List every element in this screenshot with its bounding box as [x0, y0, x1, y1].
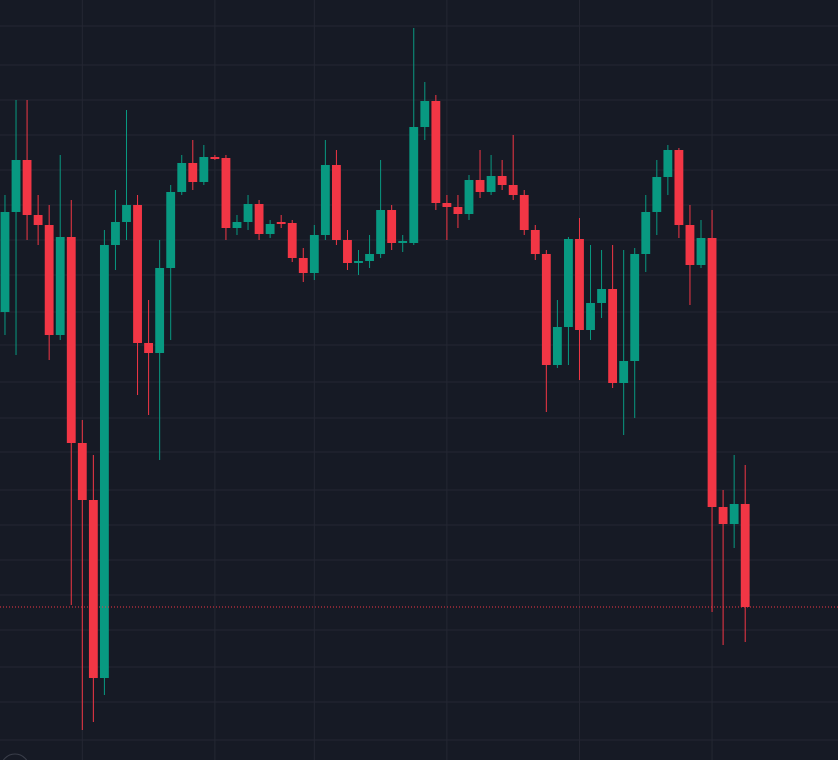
candle-body — [398, 241, 408, 243]
candle-body — [564, 239, 573, 327]
candle-body — [111, 222, 120, 245]
candle-body — [387, 210, 397, 243]
candle-body — [376, 210, 386, 254]
ui-button[interactable] — [1, 753, 29, 760]
candle-body — [475, 180, 485, 192]
candles — [0, 28, 838, 730]
candle-body — [177, 163, 187, 192]
candle-body — [55, 237, 65, 335]
candle-body — [575, 239, 584, 330]
candle-body — [88, 500, 98, 678]
candle-body — [740, 504, 750, 607]
candle-body — [718, 507, 728, 524]
candle-body — [77, 443, 87, 500]
candle-body — [674, 150, 684, 225]
candle-body — [343, 240, 352, 263]
candle-body — [552, 327, 562, 365]
candle-body — [497, 176, 507, 185]
candle-body — [354, 261, 363, 263]
candle-body — [586, 303, 595, 330]
candle-body — [420, 101, 430, 127]
candle-body — [663, 150, 673, 177]
candle-body — [641, 212, 651, 254]
candle-body — [133, 205, 142, 343]
candle-body — [243, 204, 253, 222]
candle-body — [276, 222, 286, 224]
candle-body — [508, 185, 518, 195]
candle-body — [122, 205, 131, 222]
candle-body — [652, 177, 662, 212]
candle-body — [519, 195, 529, 230]
candle-body — [66, 237, 76, 443]
candle-body — [630, 254, 640, 361]
candle-body — [44, 225, 54, 335]
candle-body — [530, 230, 540, 254]
candle-body — [541, 254, 551, 365]
candle-body — [166, 192, 176, 268]
candle-body — [287, 223, 297, 258]
candle-body — [33, 215, 43, 225]
candle-body — [685, 225, 695, 265]
candle-body — [365, 254, 374, 261]
candle-body — [265, 224, 275, 234]
candle-body — [232, 222, 242, 228]
candle-body — [597, 289, 606, 303]
candle-body — [99, 245, 109, 678]
candle-body — [331, 165, 341, 240]
candle-body — [22, 160, 32, 215]
candle-body — [608, 289, 618, 383]
candle-body — [442, 203, 452, 207]
candle-body — [199, 157, 209, 182]
candle-body — [464, 180, 474, 214]
candle-body — [155, 268, 165, 353]
candle-body — [221, 158, 231, 228]
candle-body — [309, 235, 319, 273]
candle-body — [144, 343, 154, 353]
candle-body — [210, 157, 220, 159]
candle-body — [188, 163, 198, 182]
candle-body — [696, 238, 706, 265]
candle-body — [11, 160, 21, 212]
candle-body — [254, 204, 264, 234]
candle-body — [431, 101, 441, 203]
candle-body — [453, 207, 463, 214]
candle-body — [0, 212, 10, 312]
candle-body — [707, 238, 717, 507]
candle-body — [298, 258, 308, 273]
candle-body — [409, 127, 419, 243]
candle-body — [619, 361, 629, 383]
candle-body — [486, 176, 496, 192]
candle-body — [729, 504, 739, 524]
candle-body — [320, 165, 330, 235]
